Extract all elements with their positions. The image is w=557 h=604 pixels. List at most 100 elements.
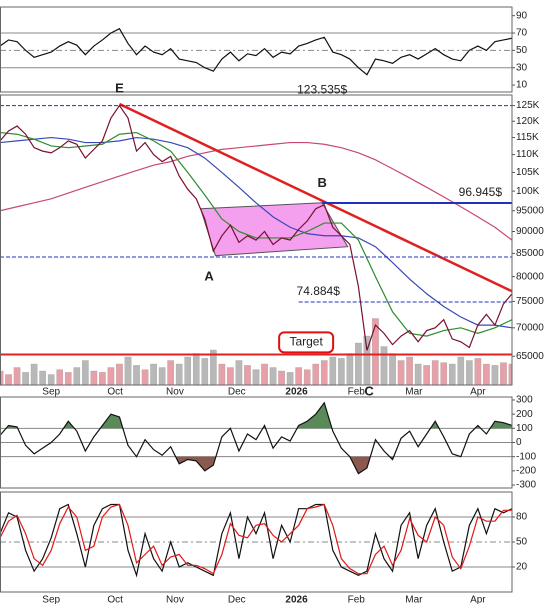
volume-bar xyxy=(423,365,430,385)
volume-bar xyxy=(124,356,132,385)
x-tick-label: Dec xyxy=(228,595,246,604)
volume-bar xyxy=(457,356,465,385)
volume-bar xyxy=(338,358,345,385)
annotation: C xyxy=(364,383,374,398)
y-tick-label: 75000 xyxy=(516,296,544,307)
volume-bar xyxy=(474,358,482,385)
annotation-box xyxy=(278,331,335,354)
panel-border xyxy=(0,6,513,93)
volume-bar xyxy=(346,353,354,385)
volume-bar xyxy=(82,360,89,385)
y-tick-label: 80000 xyxy=(516,271,544,282)
x-tick-label: Apr xyxy=(470,595,486,604)
y-tick-label: 70 xyxy=(516,28,528,39)
volume-bar xyxy=(218,363,226,385)
y-tick-label: 200 xyxy=(516,409,533,420)
series-line xyxy=(0,503,512,578)
y-tick-label: 30 xyxy=(516,62,528,73)
volume-bar xyxy=(133,365,140,385)
volume-bar xyxy=(491,365,499,385)
volume-bar xyxy=(320,360,328,385)
x-tick-label: 2026 xyxy=(285,595,308,604)
volume-bar xyxy=(448,363,456,385)
x-tick-label: Nov xyxy=(166,387,184,398)
volume-bar xyxy=(64,372,72,385)
volume-bar xyxy=(380,346,388,385)
volume-bar xyxy=(286,372,294,385)
volume-bar xyxy=(5,374,12,385)
series-line xyxy=(0,503,512,575)
volume-bar xyxy=(303,369,311,385)
level-label: 96.945$ xyxy=(459,185,503,199)
volume-bar xyxy=(500,362,507,385)
volume-bar xyxy=(99,372,106,385)
volume-bar xyxy=(440,362,448,385)
x-tick-label: Sep xyxy=(42,387,60,398)
y-tick-label: 50 xyxy=(516,537,528,548)
volume-bar xyxy=(235,360,243,385)
y-tick-label: 20 xyxy=(516,562,528,573)
volume-bar xyxy=(107,367,115,385)
volume-bar xyxy=(30,363,38,385)
y-tick-label: -100 xyxy=(516,451,536,462)
volume-bar xyxy=(73,367,81,385)
channel xyxy=(199,202,349,257)
volume-bar xyxy=(13,367,21,385)
x-tick-label: Oct xyxy=(107,387,123,398)
y-tick-label: 50 xyxy=(516,45,528,56)
y-tick-label: 90000 xyxy=(516,226,544,237)
volume-bar xyxy=(167,360,174,385)
volume-bar xyxy=(329,356,337,385)
panel xyxy=(0,27,512,76)
fill-area xyxy=(175,456,394,474)
x-tick-label: Feb xyxy=(348,387,366,398)
trendline xyxy=(118,102,513,293)
series-line xyxy=(0,141,512,241)
series-line xyxy=(0,131,512,337)
annotation: Target xyxy=(289,335,323,349)
series-line xyxy=(0,136,512,329)
y-tick-label: -300 xyxy=(516,480,536,491)
volume-bar xyxy=(56,369,64,385)
y-tick-label: 100 xyxy=(516,423,533,434)
volume-bar xyxy=(227,367,234,385)
volume-bar xyxy=(261,363,268,385)
y-tick-label: 85000 xyxy=(516,248,544,259)
x-tick-label: 2026 xyxy=(285,387,308,398)
volume-bar xyxy=(295,367,302,385)
volume-bar xyxy=(192,353,200,385)
volume-bar xyxy=(201,358,209,385)
volume-bar xyxy=(244,365,251,385)
volume-bar xyxy=(483,363,490,385)
volume-bar xyxy=(406,356,413,385)
volume-bar xyxy=(22,372,29,385)
volume-bar xyxy=(39,370,46,385)
x-tick-label: Apr xyxy=(470,387,486,398)
volume-bar xyxy=(175,363,183,385)
volume-bar xyxy=(355,342,362,385)
volume-bar xyxy=(372,318,379,385)
y-tick-label: -200 xyxy=(516,465,536,476)
volume-bar xyxy=(414,363,422,385)
volume-bar xyxy=(47,374,55,385)
x-tick-label: Mar xyxy=(405,387,423,398)
panel xyxy=(0,503,512,578)
panel-border xyxy=(0,396,513,489)
y-tick-label: 300 xyxy=(516,395,533,406)
y-tick-label: 100K xyxy=(516,186,540,197)
y-tick-label: 10 xyxy=(516,80,528,91)
x-tick-label: Dec xyxy=(228,387,246,398)
annotation: A xyxy=(204,269,214,284)
volume-bar xyxy=(431,360,439,385)
panel-border xyxy=(0,94,513,386)
y-tick-label: 110K xyxy=(516,149,539,160)
fill-area xyxy=(6,402,512,429)
volume-bar xyxy=(466,360,473,385)
y-tick-label: 125K xyxy=(516,100,540,111)
annotation: B xyxy=(317,175,326,190)
series-line xyxy=(0,104,512,351)
y-tick-label: 115K xyxy=(516,132,539,143)
panel xyxy=(0,401,512,475)
panel-border xyxy=(0,491,513,593)
